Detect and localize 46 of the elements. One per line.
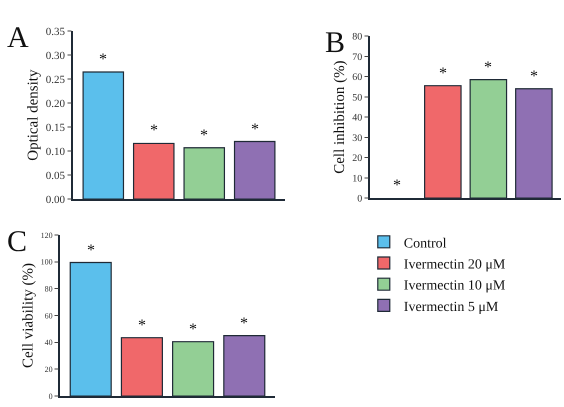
y-tick-label: 30 bbox=[352, 132, 362, 144]
y-tick-label: 70 bbox=[352, 52, 362, 63]
annotation: * bbox=[484, 59, 492, 76]
annotation: * bbox=[87, 242, 95, 259]
annotation: * bbox=[439, 65, 447, 82]
annotation: * bbox=[138, 317, 146, 334]
y-axis-title: Cell viability (%) bbox=[20, 263, 36, 368]
chart-title: A bbox=[7, 21, 29, 54]
y-tick-label: 10 bbox=[352, 173, 362, 184]
y-tick-label: 60 bbox=[44, 311, 53, 320]
y-tick-label: 20 bbox=[44, 365, 53, 374]
y-tick-label: 0.05 bbox=[46, 170, 66, 182]
annotation: * bbox=[530, 68, 538, 85]
y-tick-label: 0 bbox=[48, 392, 53, 401]
annotation: * bbox=[240, 315, 248, 332]
y-axis-title: Optical density bbox=[26, 69, 42, 161]
legend-label: Ivermectin 10 μM bbox=[404, 278, 506, 294]
legend-label: Ivermectin 20 μM bbox=[404, 257, 506, 272]
y-tick-label: 0.00 bbox=[46, 194, 66, 206]
annotation: * bbox=[251, 121, 259, 138]
y-tick-label: 0.15 bbox=[46, 122, 66, 134]
legend-label: Ivermectin 5 μM bbox=[404, 300, 499, 315]
y-tick-label: 0.20 bbox=[46, 98, 66, 110]
annotation: * bbox=[200, 127, 208, 144]
annotation: * bbox=[189, 321, 197, 338]
y-tick-label: 100 bbox=[40, 258, 53, 267]
y-tick-label: 20 bbox=[352, 153, 362, 164]
annotation: * bbox=[99, 51, 107, 68]
y-tick-label: 40 bbox=[44, 338, 53, 348]
y-tick-label: 40 bbox=[352, 112, 362, 124]
y-axis-title: Cell inhibition (%) bbox=[332, 60, 348, 174]
y-tick-label: 0.10 bbox=[46, 146, 66, 158]
y-tick-label: 0.30 bbox=[46, 50, 66, 62]
chart-title: C bbox=[7, 225, 28, 258]
legend-label: Control bbox=[404, 236, 447, 252]
y-tick-label: 50 bbox=[352, 92, 362, 104]
y-tick-label: 80 bbox=[44, 284, 53, 294]
y-tick-label: 80 bbox=[352, 32, 362, 43]
annotation: * bbox=[393, 177, 401, 194]
y-tick-label: 0.25 bbox=[46, 74, 66, 86]
annotation: * bbox=[150, 122, 158, 139]
chart-title: B bbox=[325, 26, 346, 59]
y-tick-label: 0.35 bbox=[46, 26, 66, 38]
y-tick-label: 120 bbox=[40, 230, 53, 240]
y-tick-label: 0 bbox=[357, 194, 362, 205]
y-tick-label: 60 bbox=[352, 72, 362, 84]
